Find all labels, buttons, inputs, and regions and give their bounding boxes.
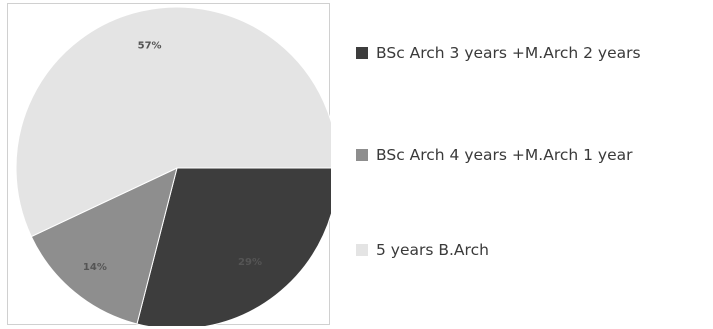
chart-frame: 29% 14% 57%: [7, 3, 331, 326]
pie-slice-bsc-3-march-2: [136, 167, 331, 326]
legend-label: 5 years B.Arch: [376, 241, 489, 259]
legend-item-5-years-barch: 5 years B.Arch: [356, 241, 489, 259]
pie-slice-5-years-barch: [15, 6, 331, 238]
pie-slice-bsc-4-march-1: [30, 167, 178, 325]
legend-swatch: [356, 244, 368, 256]
pie-chart: 29% 14% 57%: [15, 6, 331, 326]
legend: BSc Arch 3 years +M.Arch 2 years BSc Arc…: [356, 0, 706, 329]
legend-swatch: [356, 149, 368, 161]
legend-label: BSc Arch 3 years +M.Arch 2 years: [376, 44, 641, 62]
legend-swatch: [356, 47, 368, 59]
legend-item-bsc-4-march-1: BSc Arch 4 years +M.Arch 1 year: [356, 146, 633, 164]
slice-label-14: 14%: [83, 262, 107, 273]
legend-item-bsc-3-march-2: BSc Arch 3 years +M.Arch 2 years: [356, 44, 641, 62]
legend-label: BSc Arch 4 years +M.Arch 1 year: [376, 146, 633, 164]
slice-label-29: 29%: [238, 257, 262, 268]
slice-label-57: 57%: [138, 40, 162, 51]
